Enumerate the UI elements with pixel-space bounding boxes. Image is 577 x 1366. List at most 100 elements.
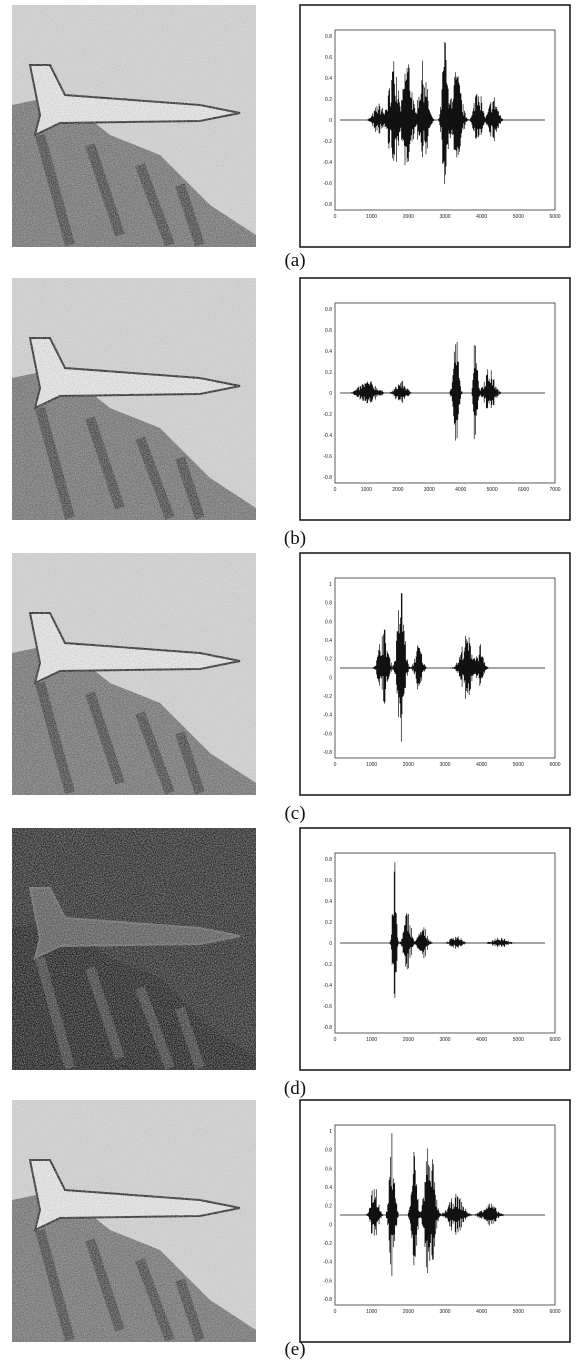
x-tick-label: 0	[334, 762, 337, 768]
x-tick-label: 1000	[366, 214, 377, 220]
y-tick-label: 0.6	[325, 619, 332, 625]
x-tick-label: 0	[334, 1309, 337, 1315]
y-tick-label: -0.8	[323, 1297, 332, 1303]
photo	[12, 5, 256, 247]
x-tick-label: 6000	[518, 487, 529, 493]
plot-frame	[300, 828, 570, 1070]
panel-label: (b)	[284, 528, 306, 549]
x-tick-label: 3000	[439, 214, 450, 220]
y-tick-label: 0	[329, 391, 332, 397]
plot-frame	[300, 5, 570, 247]
y-tick-label: 0.4	[325, 76, 332, 82]
x-tick-label: 2000	[392, 487, 403, 493]
y-tick-label: 0.6	[325, 328, 332, 334]
y-tick-label: -0.6	[323, 1278, 332, 1284]
x-tick-label: 5000	[513, 762, 524, 768]
photo	[12, 553, 256, 795]
x-tick-label: 6000	[549, 762, 560, 768]
x-tick-label: 4000	[455, 487, 466, 493]
y-tick-label: 0.4	[325, 899, 332, 905]
y-tick-label: 0.8	[325, 857, 332, 863]
x-tick-label: 0	[334, 214, 337, 220]
photo	[12, 828, 256, 1070]
y-tick-label: 0.2	[325, 370, 332, 376]
y-tick-label: 0.8	[325, 601, 332, 607]
y-tick-label: 0.6	[325, 878, 332, 884]
x-tick-label: 6000	[549, 214, 560, 220]
x-tick-label: 5000	[513, 1037, 524, 1043]
x-tick-label: 2000	[403, 1037, 414, 1043]
y-tick-label: 0.4	[325, 638, 332, 644]
y-tick-label: 1	[329, 1129, 332, 1135]
photo-grain	[12, 5, 256, 247]
y-tick-label: -0.6	[323, 454, 332, 460]
y-tick-label: -0.4	[323, 713, 332, 719]
photo-grain	[12, 1100, 256, 1342]
x-tick-label: 6000	[549, 1309, 560, 1315]
y-tick-label: -0.8	[323, 202, 332, 208]
y-tick-label: -0.4	[323, 983, 332, 989]
y-tick-label: -0.6	[323, 181, 332, 187]
x-tick-label: 1000	[366, 1037, 377, 1043]
x-tick-label: 7000	[549, 487, 560, 493]
y-tick-label: 0.6	[325, 55, 332, 61]
y-tick-label: 0	[329, 118, 332, 124]
panel-label: (c)	[284, 803, 305, 824]
x-tick-label: 3000	[439, 762, 450, 768]
y-tick-label: 0.2	[325, 97, 332, 103]
photo-grain	[12, 278, 256, 520]
y-tick-label: 0	[329, 1222, 332, 1228]
plot-frame	[300, 278, 570, 520]
y-tick-label: -0.2	[323, 139, 332, 145]
y-tick-label: -0.8	[323, 475, 332, 481]
x-tick-label: 4000	[476, 762, 487, 768]
photo-grain	[12, 828, 256, 1070]
x-tick-label: 4000	[476, 214, 487, 220]
y-tick-label: 0.2	[325, 920, 332, 926]
panel-label: (a)	[284, 250, 305, 271]
photo	[12, 1100, 256, 1342]
x-tick-label: 6000	[549, 1037, 560, 1043]
x-tick-label: 2000	[403, 214, 414, 220]
x-tick-label: 3000	[439, 1309, 450, 1315]
y-tick-label: 0.4	[325, 1185, 332, 1191]
y-tick-label: -0.2	[323, 962, 332, 968]
y-tick-label: 0.8	[325, 1148, 332, 1154]
x-tick-label: 5000	[513, 1309, 524, 1315]
x-tick-label: 5000	[487, 487, 498, 493]
y-tick-label: 0.2	[325, 1204, 332, 1210]
x-tick-label: 3000	[424, 487, 435, 493]
y-tick-label: -0.2	[323, 412, 332, 418]
photo-grain	[12, 553, 256, 795]
y-tick-label: 1	[329, 582, 332, 588]
y-tick-label: -0.2	[323, 694, 332, 700]
figure: 01000200030004000500060000.80.60.40.20-0…	[0, 0, 577, 1366]
y-tick-label: -0.8	[323, 750, 332, 756]
x-tick-label: 5000	[513, 214, 524, 220]
y-tick-label: 0.8	[325, 34, 332, 40]
plot-frame	[300, 553, 570, 795]
x-tick-label: 2000	[403, 762, 414, 768]
x-tick-label: 1000	[366, 1309, 377, 1315]
x-tick-label: 1000	[361, 487, 372, 493]
y-tick-label: 0.4	[325, 349, 332, 355]
x-tick-label: 2000	[403, 1309, 414, 1315]
x-tick-label: 4000	[476, 1037, 487, 1043]
x-tick-label: 3000	[439, 1037, 450, 1043]
panel-label: (d)	[284, 1078, 306, 1099]
y-tick-label: 0	[329, 675, 332, 681]
y-tick-label: 0.8	[325, 307, 332, 313]
y-tick-label: -0.4	[323, 433, 332, 439]
y-tick-label: -0.6	[323, 731, 332, 737]
x-tick-label: 0	[334, 1037, 337, 1043]
y-tick-label: -0.6	[323, 1004, 332, 1010]
y-tick-label: 0.6	[325, 1166, 332, 1172]
x-tick-label: 4000	[476, 1309, 487, 1315]
x-tick-label: 0	[334, 487, 337, 493]
y-tick-label: -0.8	[323, 1025, 332, 1031]
photo	[12, 278, 256, 520]
